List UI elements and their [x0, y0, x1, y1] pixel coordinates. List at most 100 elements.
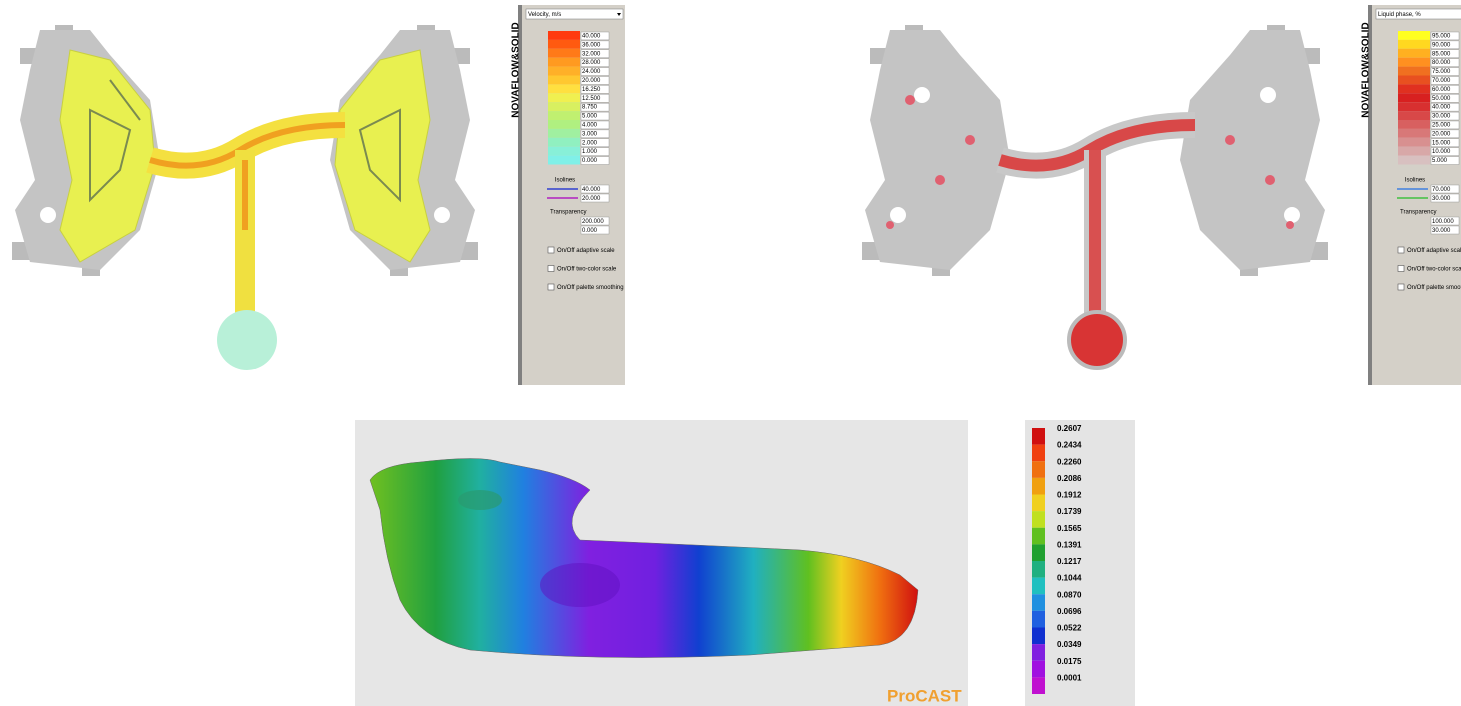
checkbox-label: On/Off adaptive scal [1407, 248, 1461, 254]
procast-swatch [1032, 478, 1045, 495]
scale-label: 12.500 [582, 96, 601, 102]
procast-scale-label: 0.0522 [1057, 624, 1082, 633]
scale-label: 3.000 [582, 131, 598, 137]
procast-swatch [1032, 528, 1045, 545]
scale-label: 2.000 [582, 140, 598, 146]
velocity-casting [12, 25, 478, 370]
scale-label: 20.000 [1432, 131, 1451, 137]
scale-swatch [548, 102, 580, 111]
scale-label: 40.000 [582, 34, 601, 40]
checkbox-label: On/Off palette smooth [1407, 285, 1461, 291]
scale-swatch [1398, 40, 1430, 49]
procast-scale-label: 0.2607 [1057, 424, 1082, 433]
scale-label: 10.000 [1432, 149, 1451, 155]
scale-swatch [548, 67, 580, 76]
checkbox-label: On/Off adaptive scale [557, 248, 615, 254]
scale-label: 16.250 [582, 87, 601, 93]
scale-swatch [1398, 129, 1430, 138]
procast-swatch [1032, 594, 1045, 611]
scale-label: 32.000 [582, 51, 601, 57]
transparency-value: 0.000 [582, 228, 598, 234]
scale-label: 50.000 [1432, 96, 1451, 102]
scale-swatch [1398, 138, 1430, 147]
procast-swatch [1032, 677, 1045, 694]
checkbox-label: On/Off palette smoothing [557, 285, 624, 291]
isoline-value: 40.000 [582, 187, 601, 193]
transparency-label: Transparency [1400, 210, 1436, 216]
scale-swatch [548, 111, 580, 120]
isoline-value: 20.000 [582, 196, 601, 202]
dropdown-label: Liquid phase, % [1378, 12, 1421, 18]
checkbox[interactable] [1398, 266, 1404, 272]
liquid-phase-casting [862, 25, 1328, 368]
procast-scale-label: 0.2434 [1057, 441, 1082, 450]
scale-swatch [1398, 58, 1430, 67]
scale-label: 30.000 [1432, 114, 1451, 120]
procast-swatch [1032, 611, 1045, 628]
isoline-value: 30.000 [1432, 196, 1451, 202]
transparency-value: 200.000 [582, 219, 604, 225]
scale-swatch [548, 58, 580, 67]
scale-swatch [548, 84, 580, 93]
procast-swatch [1032, 461, 1045, 478]
procast-scale-label: 0.1739 [1057, 507, 1082, 516]
checkbox[interactable] [548, 284, 554, 290]
scale-swatch [548, 129, 580, 138]
checkbox[interactable] [1398, 284, 1404, 290]
procast-scale-label: 0.2260 [1057, 457, 1082, 466]
procast-scale-label: 0.1391 [1057, 540, 1082, 549]
scale-label: 75.000 [1432, 69, 1451, 75]
procast-swatch [1032, 445, 1045, 462]
procast-swatch [1032, 561, 1045, 578]
scale-label: 8.750 [582, 105, 598, 111]
transparency-value: 100.000 [1432, 219, 1454, 225]
scale-swatch [548, 40, 580, 49]
scale-swatch [548, 93, 580, 102]
transparency-value: 30.000 [1432, 228, 1451, 234]
procast-scale-label: 0.1044 [1057, 574, 1082, 583]
procast-swatch [1032, 544, 1045, 561]
isolines-label: Isolines [555, 178, 575, 184]
checkbox-label: On/Off two-color scale [557, 267, 617, 273]
transparency-label: Transparency [550, 210, 586, 216]
checkbox-label: On/Off two-color scal [1407, 267, 1461, 273]
scale-swatch [1398, 156, 1430, 165]
procast-swatch [1032, 661, 1045, 678]
brand: NOVAFLOW&SOLID [511, 22, 522, 117]
checkbox[interactable] [548, 266, 554, 272]
scale-swatch [1398, 76, 1430, 85]
scale-label: 4.000 [582, 123, 598, 129]
scale-label: 36.000 [582, 42, 601, 48]
procast-swatch [1032, 428, 1045, 445]
scale-label: 28.000 [582, 60, 601, 66]
scale-swatch [548, 76, 580, 85]
scale-label: 0.000 [582, 158, 598, 164]
procast-swatch [1032, 495, 1045, 512]
procast-scale-label: 0.0696 [1057, 607, 1082, 616]
scale-label: 40.000 [1432, 105, 1451, 111]
scale-swatch [1398, 67, 1430, 76]
brand: NOVAFLOW&SOLID [1361, 22, 1372, 117]
procast-swatch [1032, 511, 1045, 528]
scale-label: 24.000 [582, 69, 601, 75]
scale-swatch [1398, 147, 1430, 156]
scale-swatch [548, 138, 580, 147]
checkbox[interactable] [1398, 247, 1404, 253]
scale-label: 70.000 [1432, 78, 1451, 84]
scale-label: 80.000 [1432, 60, 1451, 66]
dropdown-label: Velocity, m/s [528, 12, 561, 18]
scale-swatch [1398, 111, 1430, 120]
scale-label: 95.000 [1432, 34, 1451, 40]
scale-swatch [548, 49, 580, 58]
scale-swatch [1398, 84, 1430, 93]
scale-swatch [1398, 120, 1430, 129]
scale-swatch [548, 120, 580, 129]
scale-swatch [1398, 102, 1430, 111]
scale-swatch [548, 156, 580, 165]
scale-label: 15.000 [1432, 140, 1451, 146]
procast-scale-label: 0.0349 [1057, 640, 1082, 649]
scale-label: 5.000 [582, 114, 598, 120]
checkbox[interactable] [548, 247, 554, 253]
isoline-value: 70.000 [1432, 187, 1451, 193]
procast-swatch [1032, 628, 1045, 645]
